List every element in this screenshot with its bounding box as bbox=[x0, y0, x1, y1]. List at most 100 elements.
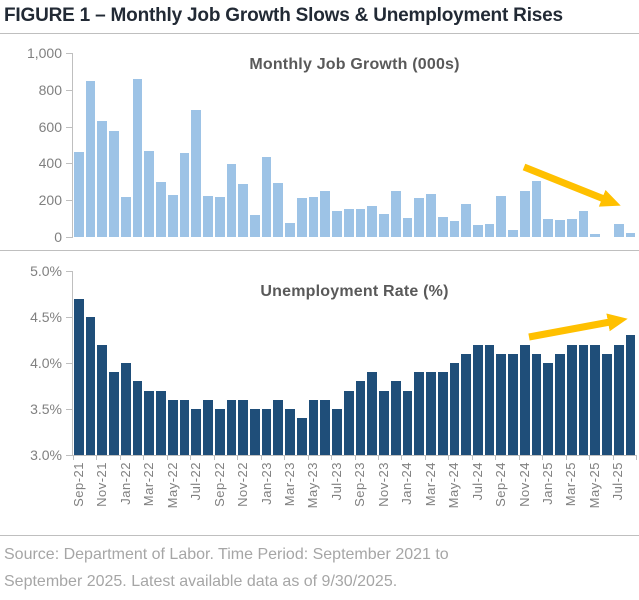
bar-May-22 bbox=[167, 194, 178, 237]
job-growth-y-axis bbox=[72, 53, 73, 237]
x-tick-mark bbox=[190, 455, 192, 460]
bar-Nov-23 bbox=[379, 390, 389, 455]
bar-Aug-25 bbox=[625, 335, 636, 455]
x-tick-label-May-22: May-22 bbox=[164, 462, 180, 509]
bar-May-24 bbox=[449, 363, 460, 455]
bar-Jul-22 bbox=[191, 110, 202, 237]
x-tick-mark bbox=[237, 455, 239, 460]
bar-Dec-24 bbox=[531, 353, 542, 455]
unemployment-chart-title: Unemployment Rate (%) bbox=[260, 283, 449, 300]
bar-May-23 bbox=[308, 196, 319, 237]
bar-May-25 bbox=[590, 344, 601, 455]
bar-Aug-23 bbox=[343, 390, 354, 455]
bar-Feb-25 bbox=[555, 220, 565, 237]
y-tick-mark bbox=[66, 271, 73, 272]
x-tick-mark bbox=[589, 455, 591, 460]
bar-Nov-22 bbox=[238, 183, 249, 237]
bar-Dec-22 bbox=[250, 214, 260, 237]
y-tick-label: 600 bbox=[38, 118, 62, 135]
x-tick-label-Mar-22: Mar-22 bbox=[141, 462, 157, 507]
y-tick-mark bbox=[66, 317, 73, 318]
y-tick-mark bbox=[66, 455, 73, 456]
bar-Oct-24 bbox=[508, 353, 518, 455]
y-tick-label: 1,000 bbox=[26, 45, 62, 61]
bar-Jun-25 bbox=[602, 353, 612, 455]
x-tick-label-Nov-22: Nov-22 bbox=[235, 462, 251, 507]
bar-Apr-23 bbox=[296, 198, 307, 237]
bar-May-24 bbox=[449, 221, 460, 237]
bar-Oct-21 bbox=[85, 317, 96, 455]
bar-Nov-21 bbox=[97, 344, 108, 455]
x-tick-label-Jul-22: Jul-22 bbox=[188, 462, 204, 501]
source-line-1: Source: Department of Labor. Time Period… bbox=[4, 546, 449, 563]
bar-May-22 bbox=[167, 399, 178, 455]
x-tick-label-May-23: May-23 bbox=[305, 462, 321, 509]
bar-Mar-25 bbox=[566, 344, 577, 455]
bar-Dec-24 bbox=[531, 180, 542, 237]
title-divider bbox=[0, 33, 639, 34]
bar-Apr-22 bbox=[156, 181, 166, 237]
bar-Sep-22 bbox=[214, 197, 225, 237]
bar-Nov-21 bbox=[97, 121, 108, 237]
bar-Sep-23 bbox=[355, 381, 366, 455]
y-tick-mark bbox=[66, 409, 73, 410]
bar-Feb-24 bbox=[414, 198, 425, 237]
job-growth-bars bbox=[73, 53, 636, 237]
x-tick-mark bbox=[166, 455, 168, 460]
bar-Apr-24 bbox=[437, 216, 448, 237]
bar-Apr-24 bbox=[437, 372, 448, 455]
bar-Aug-22 bbox=[203, 195, 213, 237]
bar-Jan-25 bbox=[543, 363, 554, 455]
bar-Jul-25 bbox=[613, 223, 624, 237]
bar-Apr-25 bbox=[578, 211, 589, 237]
y-tick-label: 5.0% bbox=[30, 263, 62, 279]
bar-Oct-21 bbox=[85, 80, 96, 237]
y-tick-label: 400 bbox=[38, 155, 62, 172]
bar-Jun-22 bbox=[179, 399, 190, 455]
chart-divider bbox=[0, 250, 639, 251]
bar-May-25 bbox=[590, 234, 601, 237]
x-tick-label-Jan-23: Jan-23 bbox=[258, 462, 274, 505]
bar-Oct-24 bbox=[508, 229, 518, 237]
x-tick-mark bbox=[213, 455, 215, 460]
x-tick-mark bbox=[424, 455, 426, 460]
bar-Jun-24 bbox=[461, 353, 471, 455]
x-tick-mark bbox=[143, 455, 145, 460]
bar-Apr-23 bbox=[296, 418, 307, 455]
x-tick-mark bbox=[518, 455, 520, 460]
job-growth-chart-title: Monthly Job Growth (000s) bbox=[249, 56, 460, 73]
x-tick-mark bbox=[354, 455, 356, 460]
x-tick-mark bbox=[307, 455, 309, 460]
bar-Jul-22 bbox=[191, 409, 202, 455]
bar-Jan-23 bbox=[261, 409, 272, 455]
x-tick-label-Jul-23: Jul-23 bbox=[328, 462, 344, 501]
bar-Jan-24 bbox=[402, 217, 413, 237]
bar-Aug-22 bbox=[203, 399, 213, 455]
x-tick-mark bbox=[542, 455, 544, 460]
x-tick-mark bbox=[636, 455, 637, 460]
bar-Nov-24 bbox=[519, 191, 530, 237]
bar-Nov-24 bbox=[519, 344, 530, 455]
y-tick-mark bbox=[66, 53, 73, 54]
x-tick-mark bbox=[495, 455, 497, 460]
bar-Oct-23 bbox=[367, 205, 378, 237]
bar-Jan-22 bbox=[120, 196, 131, 237]
bar-Oct-22 bbox=[226, 164, 237, 237]
y-tick-mark bbox=[66, 89, 73, 91]
bar-Feb-23 bbox=[273, 182, 284, 237]
bar-Dec-21 bbox=[109, 372, 119, 455]
bar-Aug-24 bbox=[484, 344, 495, 455]
bar-Oct-22 bbox=[226, 399, 237, 455]
bar-Dec-21 bbox=[109, 131, 119, 237]
bar-Feb-22 bbox=[132, 78, 143, 237]
y-tick-label: 3.0% bbox=[30, 447, 62, 463]
x-tick-mark bbox=[284, 455, 286, 460]
bar-Mar-24 bbox=[426, 372, 436, 455]
x-tick-label-Sep-21: Sep-21 bbox=[70, 462, 86, 507]
bar-Jan-23 bbox=[261, 157, 272, 237]
bar-Mar-22 bbox=[144, 151, 155, 237]
bar-Aug-25 bbox=[625, 233, 636, 237]
x-tick-label-Sep-24: Sep-24 bbox=[493, 462, 509, 507]
x-tick-mark bbox=[260, 455, 262, 460]
